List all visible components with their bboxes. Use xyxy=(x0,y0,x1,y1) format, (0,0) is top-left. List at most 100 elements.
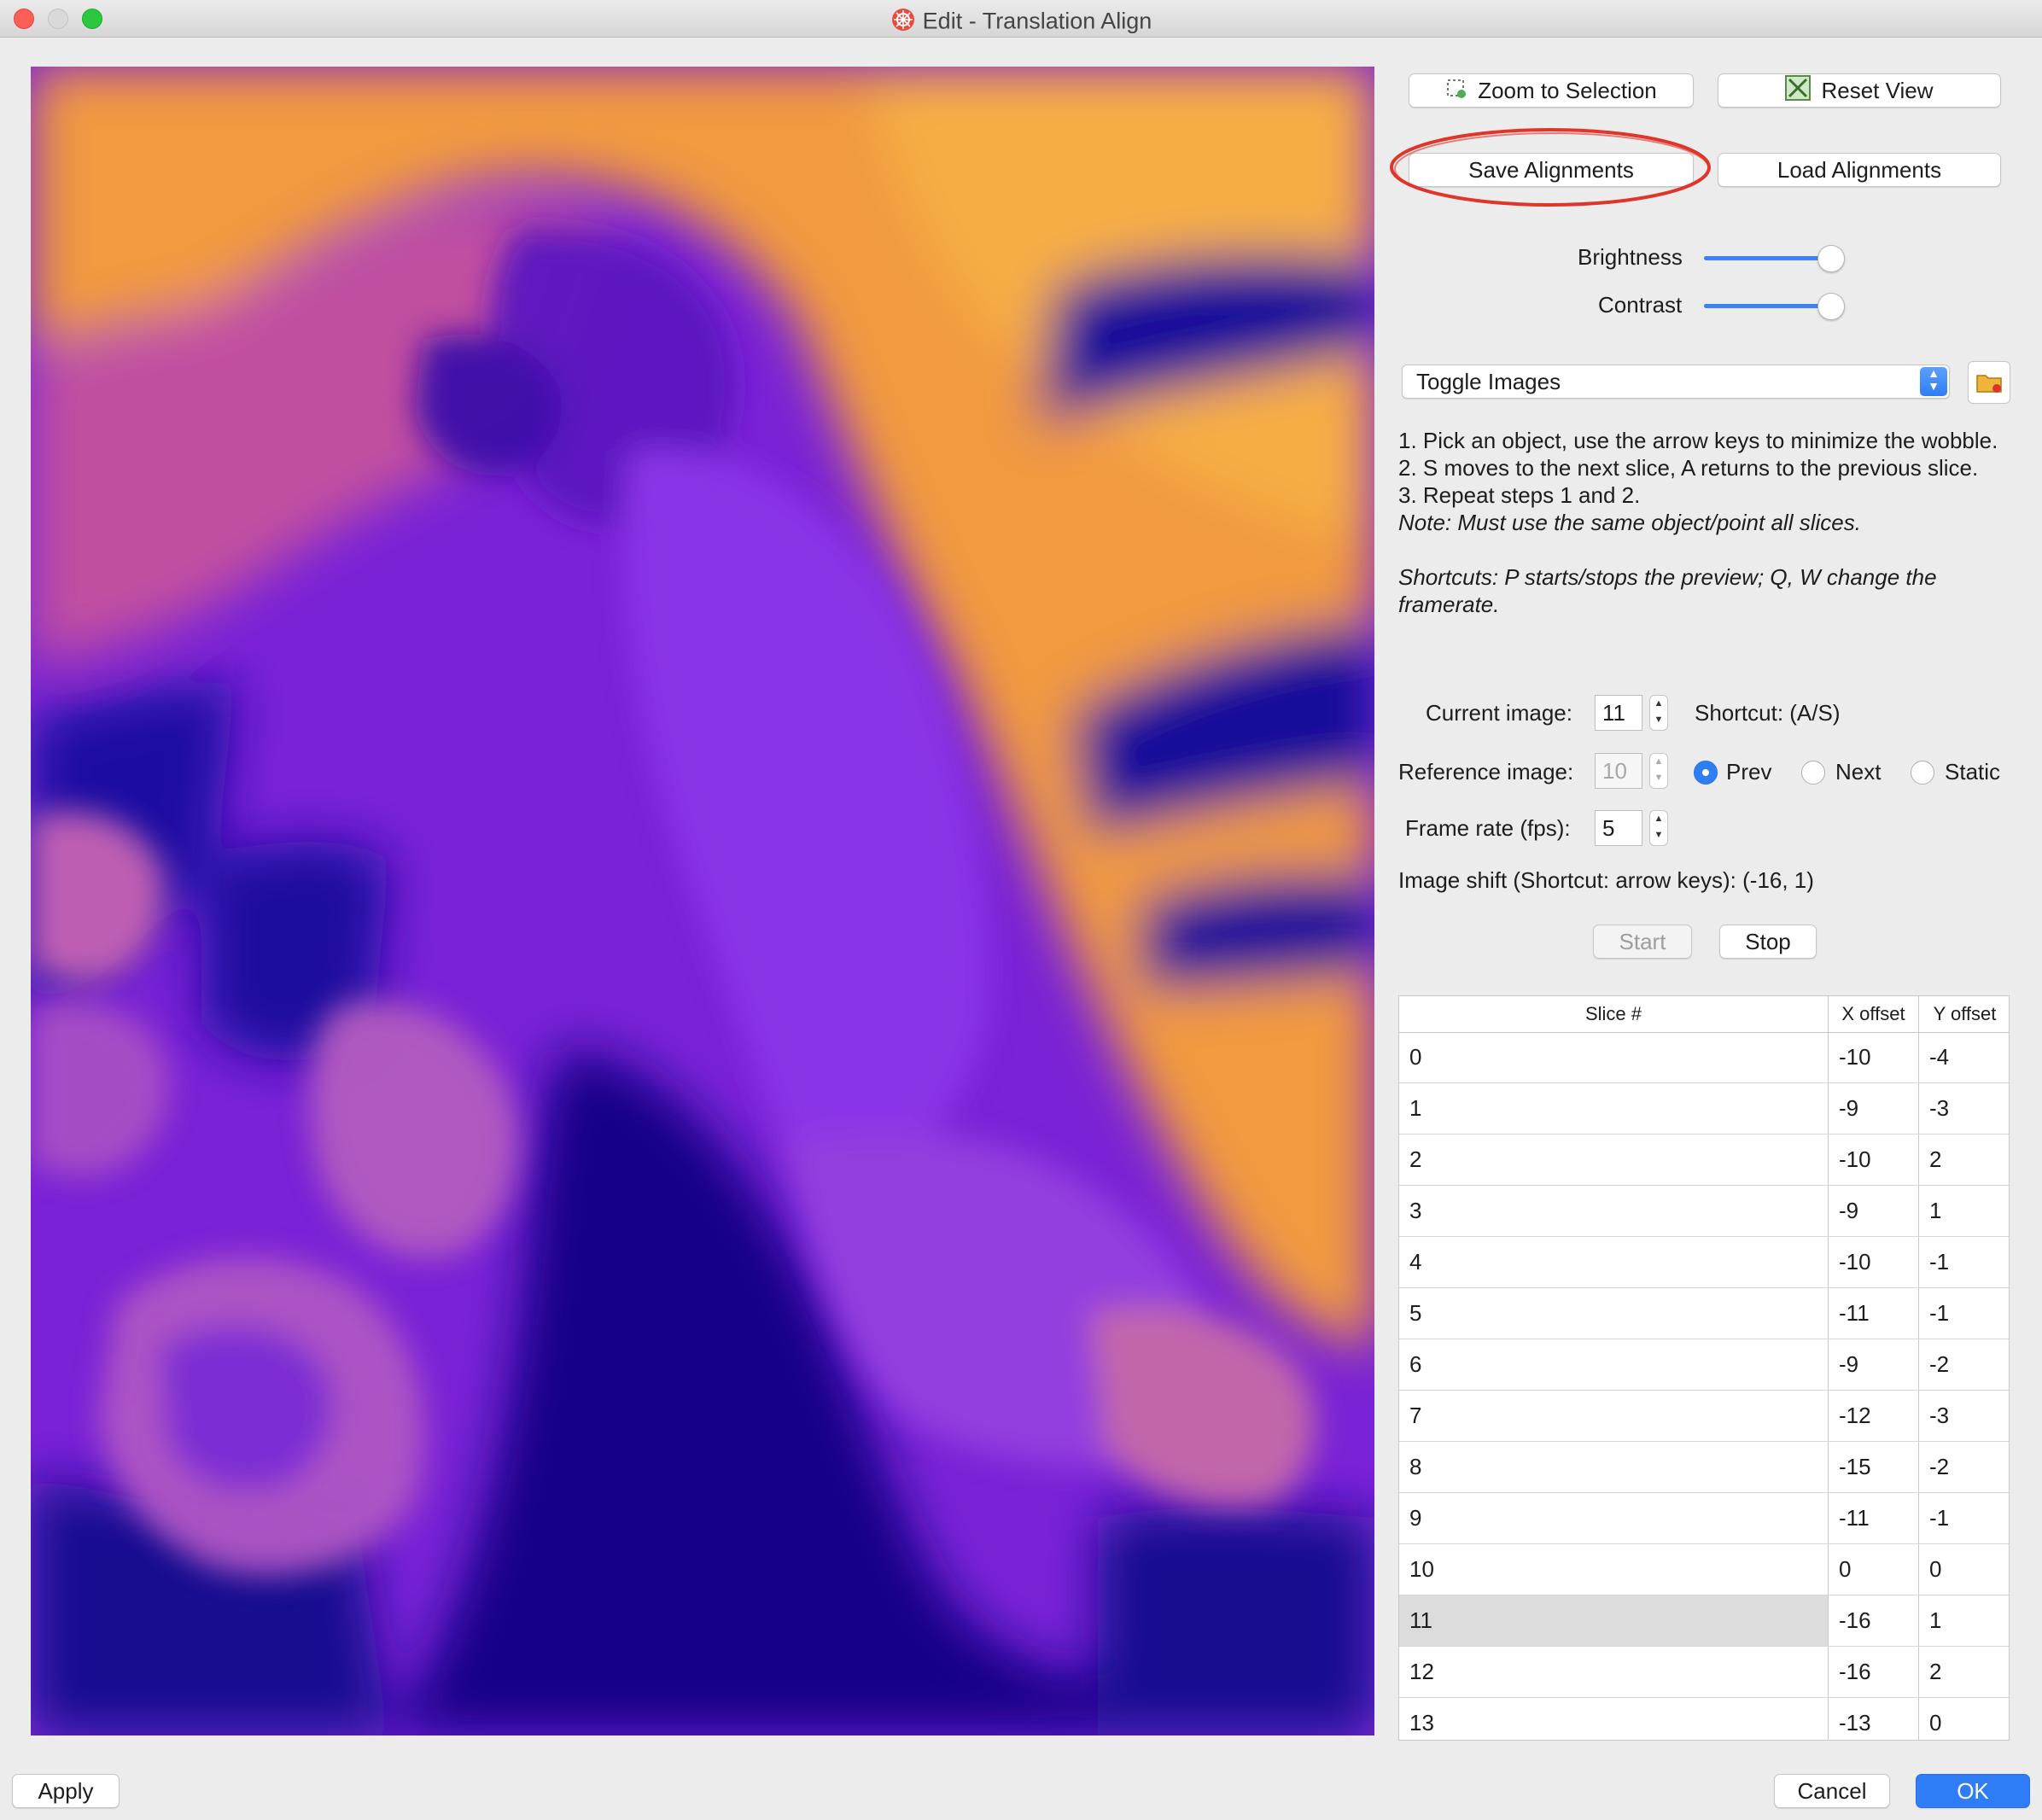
slice-cell: 5 xyxy=(1399,1288,1829,1339)
slice-cell: 6 xyxy=(1399,1339,1829,1390)
x-offset-cell[interactable]: -12 xyxy=(1829,1391,1919,1441)
brightness-slider-fill xyxy=(1704,256,1830,260)
apply-button[interactable]: Apply xyxy=(12,1774,120,1808)
table-row[interactable]: 9 -11 -1 xyxy=(1399,1493,2009,1544)
table-row[interactable]: 1 -9 -3 xyxy=(1399,1083,2009,1135)
frame-rate-stepper[interactable]: ▲ ▼ xyxy=(1649,810,1668,846)
slice-cell: 8 xyxy=(1399,1442,1829,1492)
current-image-field[interactable]: 11 xyxy=(1595,695,1642,731)
table-row[interactable]: 13 -13 0 xyxy=(1399,1698,2009,1740)
x-offset-cell[interactable]: -10 xyxy=(1829,1237,1919,1287)
maximize-window-button[interactable] xyxy=(82,9,102,29)
load-alignments-button[interactable]: Load Alignments xyxy=(1718,153,2001,187)
mode-select[interactable]: Toggle Images ▲ ▼ xyxy=(1402,365,1950,399)
table-row[interactable]: 10 0 0 xyxy=(1399,1544,2009,1595)
x-offset-cell[interactable]: -15 xyxy=(1829,1442,1919,1492)
y-offset-cell[interactable]: -1 xyxy=(1929,1300,1950,1326)
slice-cell: 4 xyxy=(1399,1237,1829,1287)
header-y-offset[interactable]: Y offset xyxy=(1933,1003,1997,1024)
reference-image-field[interactable]: 10 xyxy=(1595,753,1642,789)
brightness-slider-knob[interactable] xyxy=(1817,245,1845,272)
y-offset-cell[interactable]: -1 xyxy=(1929,1505,1950,1531)
zoom-to-selection-label: Zoom to Selection xyxy=(1478,78,1657,103)
ok-button[interactable]: OK xyxy=(1916,1774,2030,1808)
contrast-slider[interactable] xyxy=(1704,293,1845,320)
stop-button[interactable]: Stop xyxy=(1719,925,1817,959)
y-offset-cell[interactable]: 1 xyxy=(1929,1607,1942,1633)
load-alignments-label: Load Alignments xyxy=(1777,157,1942,183)
title-bar: Edit - Translation Align xyxy=(0,0,2042,38)
table-row[interactable]: 0 -10 -4 xyxy=(1399,1032,2009,1083)
radio-next-label: Next xyxy=(1835,759,1882,785)
y-offset-cell[interactable]: 1 xyxy=(1929,1198,1942,1223)
save-alignments-button[interactable]: Save Alignments xyxy=(1409,153,1694,187)
y-offset-cell[interactable]: -2 xyxy=(1929,1351,1950,1377)
x-offset-cell[interactable]: -10 xyxy=(1829,1032,1919,1082)
radio-static[interactable] xyxy=(1911,761,1934,785)
slice-cell: 7 xyxy=(1399,1391,1829,1441)
close-window-button[interactable] xyxy=(14,9,34,29)
table-row[interactable]: 12 -16 2 xyxy=(1399,1647,2009,1698)
instruction-note: Note: Must use the same object/point all… xyxy=(1398,510,1861,535)
x-offset-cell[interactable]: -9 xyxy=(1829,1339,1919,1390)
brightness-slider[interactable] xyxy=(1704,245,1845,272)
contrast-slider-fill xyxy=(1704,304,1830,308)
y-offset-cell[interactable]: -3 xyxy=(1929,1095,1950,1121)
reset-view-button[interactable]: Reset View xyxy=(1718,73,2001,108)
header-slice[interactable]: Slice # xyxy=(1399,996,1829,1032)
x-offset-cell[interactable]: -16 xyxy=(1829,1647,1919,1697)
window-title: Edit - Translation Align xyxy=(922,8,1152,34)
table-row[interactable]: 11 -16 1 xyxy=(1399,1595,2009,1647)
x-offset-cell[interactable]: -10 xyxy=(1829,1135,1919,1185)
zoom-to-selection-button[interactable]: Zoom to Selection xyxy=(1409,73,1694,108)
y-offset-cell[interactable]: 2 xyxy=(1929,1659,1942,1684)
x-offset-cell[interactable]: -11 xyxy=(1829,1493,1919,1543)
open-folder-button[interactable] xyxy=(1968,361,2010,404)
radio-prev[interactable] xyxy=(1694,761,1718,785)
header-x-offset[interactable]: X offset xyxy=(1829,996,1919,1032)
x-offset-cell[interactable]: -11 xyxy=(1829,1288,1919,1339)
instruction-step-2: 2. S moves to the next slice, A returns … xyxy=(1398,455,1979,481)
start-button[interactable]: Start xyxy=(1593,925,1692,959)
offsets-table-header: Slice # X offset Y offset xyxy=(1399,996,2009,1033)
x-offset-cell[interactable]: -13 xyxy=(1829,1698,1919,1740)
shortcuts-text: Shortcuts: P starts/stops the preview; Q… xyxy=(1398,564,1937,617)
instruction-step-1: 1. Pick an object, use the arrow keys to… xyxy=(1398,428,1998,453)
y-offset-cell[interactable]: 0 xyxy=(1929,1556,1942,1582)
window-title-wrap: Edit - Translation Align xyxy=(0,7,2042,38)
radio-next[interactable] xyxy=(1801,761,1825,785)
y-offset-cell[interactable]: -3 xyxy=(1929,1403,1950,1428)
minimize-window-button[interactable] xyxy=(48,9,68,29)
y-offset-cell[interactable]: -1 xyxy=(1929,1249,1950,1275)
folder-icon xyxy=(1976,375,2002,393)
table-row[interactable]: 7 -12 -3 xyxy=(1399,1391,2009,1442)
table-row[interactable]: 4 -10 -1 xyxy=(1399,1237,2009,1288)
y-offset-cell[interactable]: 2 xyxy=(1929,1146,1942,1172)
x-offset-cell[interactable]: -16 xyxy=(1829,1595,1919,1646)
slice-cell: 3 xyxy=(1399,1186,1829,1236)
contrast-slider-knob[interactable] xyxy=(1817,293,1845,320)
offsets-table[interactable]: Slice # X offset Y offset 0 -10 -4 1 -9 -3 2 -1… xyxy=(1398,995,2010,1741)
y-offset-cell[interactable]: -4 xyxy=(1929,1044,1950,1070)
table-row[interactable]: 2 -10 2 xyxy=(1399,1135,2009,1186)
frame-rate-label: Frame rate (fps): xyxy=(1405,815,1571,841)
current-image-label: Current image: xyxy=(1426,700,1572,726)
current-image-stepper[interactable]: ▲ ▼ xyxy=(1649,695,1668,731)
y-offset-cell[interactable]: 0 xyxy=(1929,1710,1942,1735)
slice-cell: 0 xyxy=(1399,1032,1829,1082)
slice-cell: 9 xyxy=(1399,1493,1829,1543)
microscopy-image xyxy=(31,67,1374,1735)
y-offset-cell[interactable]: -2 xyxy=(1929,1454,1950,1479)
chevron-updown-icon: ▲ ▼ xyxy=(1920,367,1947,396)
table-row[interactable]: 3 -9 1 xyxy=(1399,1186,2009,1237)
x-offset-cell[interactable]: -9 xyxy=(1829,1083,1919,1134)
image-viewer[interactable] xyxy=(31,67,1374,1735)
x-offset-cell[interactable]: 0 xyxy=(1829,1544,1919,1595)
x-offset-cell[interactable]: -9 xyxy=(1829,1186,1919,1236)
table-row[interactable]: 8 -15 -2 xyxy=(1399,1442,2009,1493)
table-row[interactable]: 5 -11 -1 xyxy=(1399,1288,2009,1339)
cancel-button[interactable]: Cancel xyxy=(1774,1774,1890,1808)
frame-rate-field[interactable]: 5 xyxy=(1595,810,1642,846)
table-row[interactable]: 6 -9 -2 xyxy=(1399,1339,2009,1391)
reference-image-stepper[interactable]: ▲ ▼ xyxy=(1649,753,1668,789)
